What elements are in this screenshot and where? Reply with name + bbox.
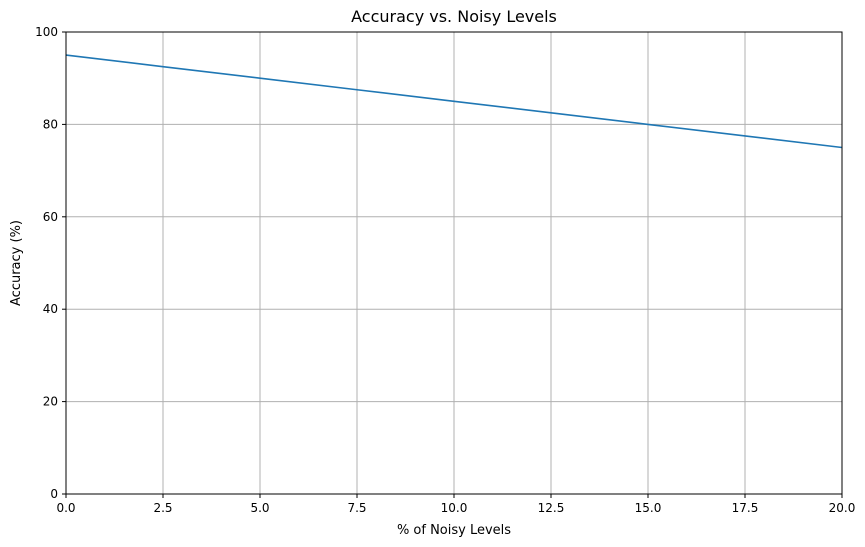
x-tick-label: 7.5 xyxy=(347,501,366,515)
x-tick-label: 0.0 xyxy=(56,501,75,515)
x-tick-label: 15.0 xyxy=(635,501,662,515)
y-tick-label: 100 xyxy=(35,25,58,39)
y-tick-label: 80 xyxy=(43,117,58,131)
x-tick-label: 17.5 xyxy=(732,501,759,515)
y-tick-label: 20 xyxy=(43,395,58,409)
x-tick-label: 20.0 xyxy=(829,501,856,515)
y-tick-label: 0 xyxy=(50,487,58,501)
y-tick-label: 40 xyxy=(43,302,58,316)
x-tick-label: 2.5 xyxy=(153,501,172,515)
x-axis-label: % of Noisy Levels xyxy=(397,523,511,538)
x-tick-label: 10.0 xyxy=(441,501,468,515)
series-line xyxy=(65,54,843,149)
x-tick-label: 12.5 xyxy=(538,501,565,515)
y-tick-label: 60 xyxy=(43,210,58,224)
series-layer xyxy=(65,54,843,149)
axis-ticks: 0.0 2.5 5.0 7.5 10.0 12.5 15.0 17.5 20.0 0 20 40 60 8… xyxy=(35,25,855,515)
chart-title: Accuracy vs. Noisy Levels xyxy=(351,7,557,26)
x-tick-label: 5.0 xyxy=(250,501,269,515)
y-axis-label: Accuracy (%) xyxy=(9,220,24,306)
